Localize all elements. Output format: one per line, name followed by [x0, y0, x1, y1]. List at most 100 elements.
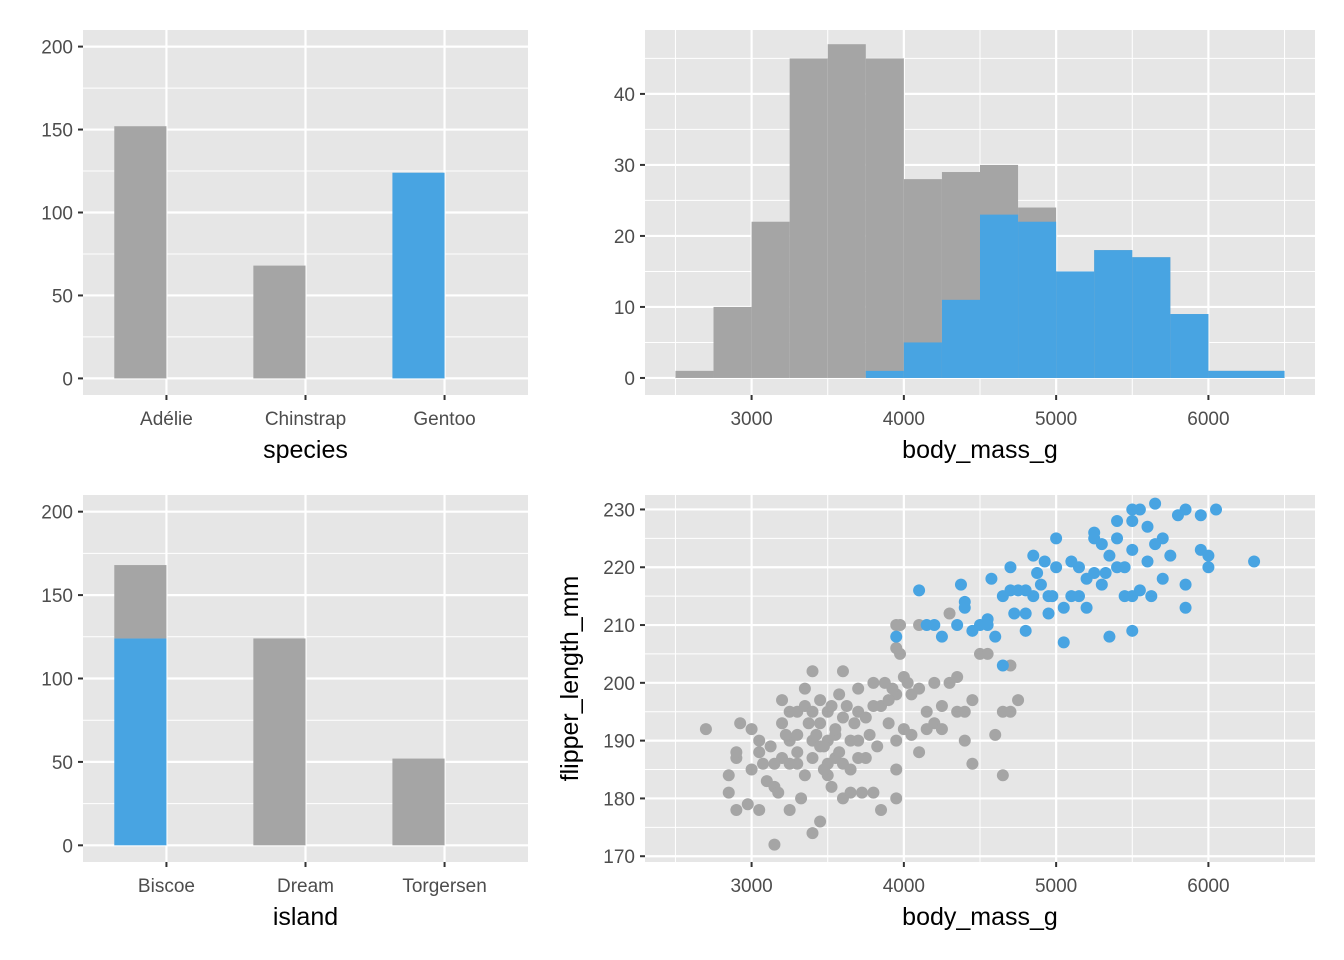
- histogram-bin: [1246, 370, 1285, 378]
- y-tick-label: 200: [603, 674, 635, 695]
- x-tick-label: Dream: [277, 876, 334, 897]
- scatter-point: [791, 746, 804, 759]
- scatter-point: [901, 676, 914, 689]
- scatter-point: [836, 665, 849, 678]
- scatter-point: [798, 682, 811, 695]
- y-tick-label: 0: [62, 836, 73, 857]
- bar-dream: [253, 638, 306, 846]
- scatter-point: [753, 734, 766, 747]
- scatter-point: [1103, 630, 1116, 643]
- scatter-point: [753, 803, 766, 816]
- y-tick-label: 0: [62, 369, 73, 390]
- scatter-point: [745, 763, 758, 776]
- histogram-bin: [751, 221, 790, 378]
- scatter-point: [886, 682, 899, 695]
- scatter-point: [1034, 578, 1047, 591]
- histogram-bin: [675, 370, 714, 378]
- scatter-point: [958, 734, 971, 747]
- scatter-point: [1103, 549, 1116, 562]
- scatter-point: [1111, 532, 1124, 545]
- scatter-point: [894, 619, 907, 632]
- bar-biscoe: [114, 638, 167, 846]
- scatter-point: [958, 595, 971, 608]
- scatter-point: [1210, 503, 1223, 516]
- scatter-point: [1057, 636, 1070, 649]
- scatter-point: [890, 792, 903, 805]
- bar-adélie: [114, 126, 167, 379]
- histogram-bin: [1018, 221, 1057, 378]
- scatter-point: [1050, 532, 1063, 545]
- scatter-point: [844, 786, 857, 799]
- scatter-point: [1050, 561, 1063, 574]
- scatter-point: [928, 619, 941, 632]
- scatter-point: [730, 746, 743, 759]
- scatter-point: [890, 734, 903, 747]
- y-tick-label: 200: [41, 38, 73, 59]
- histogram-bin: [1132, 257, 1171, 378]
- panel-4: 170 180 190 200 210 220 230 3000 4000 5000 6000 bod…: [556, 495, 1315, 931]
- histogram-bin: [865, 370, 904, 378]
- scatter-point: [848, 717, 861, 730]
- scatter-point: [1133, 503, 1146, 516]
- scatter-point: [1042, 607, 1055, 620]
- scatter-point: [836, 711, 849, 724]
- scatter-point: [867, 786, 880, 799]
- scatter-point: [1088, 532, 1101, 545]
- x-tick-label: 6000: [1187, 409, 1229, 430]
- scatter-point: [814, 815, 827, 828]
- y-axis-title: flipper_length_mm: [556, 576, 584, 782]
- scatter-point: [1027, 549, 1040, 562]
- scatter-point: [981, 647, 994, 660]
- y-tick-label: 180: [603, 789, 635, 810]
- scatter-point: [951, 619, 964, 632]
- scatter-point: [810, 728, 823, 741]
- scatter-point: [1065, 590, 1078, 603]
- panel-2: 0 10 20 30 40 3000 4000 5000 6000 body_mass_g: [614, 30, 1315, 464]
- x-tick-label: Gentoo: [413, 409, 475, 430]
- x-tick-label: 6000: [1187, 876, 1229, 897]
- y-tick-label: 50: [52, 753, 73, 774]
- scatter-point: [894, 647, 907, 660]
- scatter-point: [863, 728, 876, 741]
- scatter-point: [935, 723, 948, 736]
- scatter-point: [817, 740, 830, 753]
- scatter-point: [753, 746, 766, 759]
- histogram-bin: [980, 214, 1019, 378]
- scatter-point: [1164, 549, 1177, 562]
- scatter-point: [1080, 601, 1093, 614]
- scatter-point: [1149, 497, 1162, 510]
- scatter-point: [882, 717, 895, 730]
- scatter-point: [943, 607, 956, 620]
- scatter-point: [806, 665, 819, 678]
- scatter-point: [935, 699, 948, 712]
- scatter-point: [890, 763, 903, 776]
- y-tick-label: 10: [614, 298, 635, 319]
- histogram-bin: [865, 58, 904, 378]
- histogram-bin: [903, 342, 942, 378]
- x-tick-label: Biscoe: [138, 876, 195, 897]
- y-tick-label: 230: [603, 500, 635, 521]
- y-tick-label: 190: [603, 732, 635, 753]
- scatter-point: [806, 827, 819, 840]
- histogram-bin: [1056, 271, 1095, 378]
- scatter-point: [833, 688, 846, 701]
- scatter-point: [875, 803, 888, 816]
- scatter-point: [871, 740, 884, 753]
- y-tick-label: 0: [624, 369, 635, 390]
- scatter-point: [776, 694, 789, 707]
- scatter-point: [798, 769, 811, 782]
- histogram-bin: [827, 44, 866, 378]
- scatter-point: [1019, 624, 1032, 637]
- scatter-point: [825, 699, 838, 712]
- y-tick-label: 50: [52, 286, 73, 307]
- scatter-point: [1031, 567, 1044, 580]
- scatter-point: [779, 728, 792, 741]
- scatter-point: [890, 630, 903, 643]
- x-tick-label: 5000: [1035, 409, 1077, 430]
- scatter-point: [795, 792, 808, 805]
- y-tick-label: 210: [603, 616, 635, 637]
- scatter-point: [913, 584, 926, 597]
- scatter-point: [855, 786, 868, 799]
- scatter-point: [1126, 624, 1139, 637]
